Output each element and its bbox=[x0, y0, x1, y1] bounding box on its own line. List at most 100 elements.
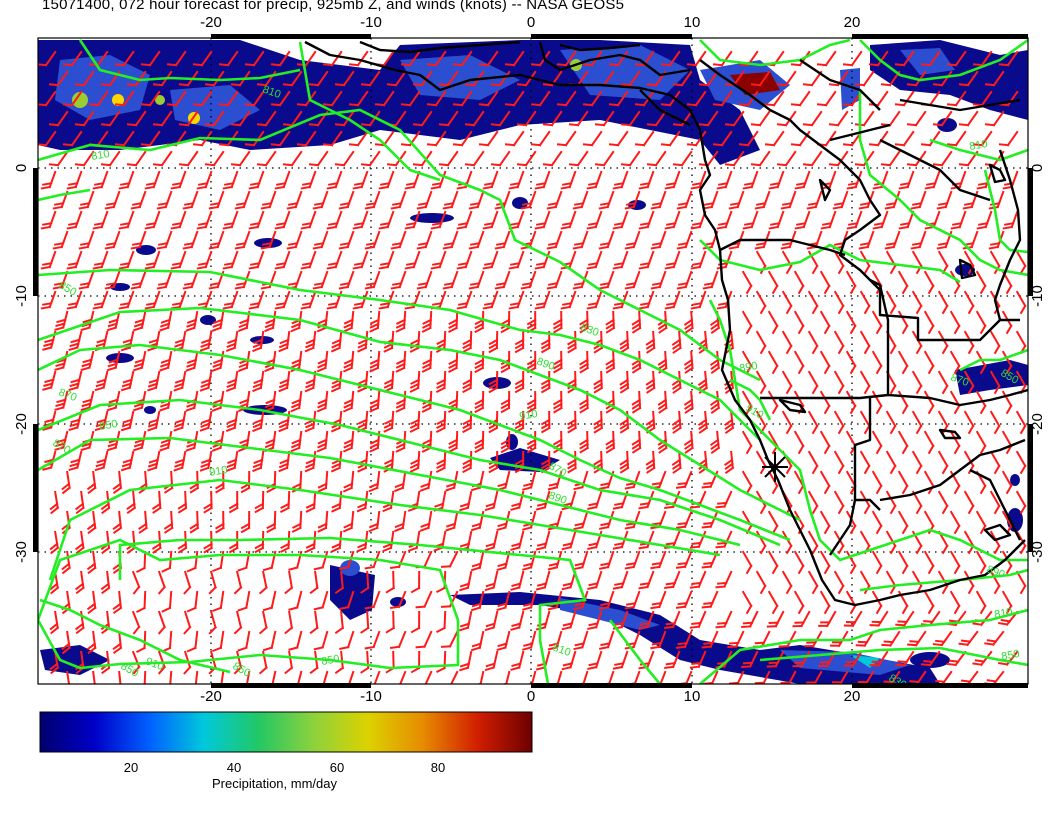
wind-barb bbox=[833, 490, 845, 515]
wind-barb bbox=[859, 330, 871, 355]
wind-barb bbox=[490, 150, 511, 167]
wind-barb bbox=[484, 490, 499, 512]
wind-barb bbox=[430, 250, 447, 270]
wind-barb bbox=[593, 370, 604, 394]
wind-barb bbox=[698, 70, 719, 87]
wind-barb bbox=[258, 610, 268, 635]
wind-barb bbox=[459, 610, 473, 632]
wind-barb bbox=[664, 210, 681, 230]
lon-tick-label: 20 bbox=[844, 688, 861, 705]
wind-barb bbox=[157, 570, 166, 595]
wind-barb bbox=[582, 90, 603, 107]
wind-barb bbox=[508, 290, 525, 310]
wind-barb bbox=[470, 550, 485, 572]
wind-barb bbox=[920, 130, 941, 147]
wind-barb bbox=[975, 390, 987, 415]
wind-barb bbox=[100, 110, 121, 127]
wind-barb bbox=[972, 50, 993, 67]
wind-barb bbox=[199, 450, 213, 472]
wind-barb bbox=[768, 170, 785, 190]
wind-barb bbox=[156, 190, 173, 210]
wind-barb bbox=[672, 150, 693, 167]
wind-barb bbox=[843, 650, 863, 668]
wind-barb bbox=[638, 250, 655, 270]
wind-barb bbox=[664, 170, 681, 190]
wind-barb bbox=[871, 350, 883, 375]
wind-barb bbox=[244, 130, 265, 147]
wind-barb bbox=[88, 90, 109, 107]
wind-barb bbox=[233, 650, 243, 675]
wind-barb bbox=[331, 490, 343, 513]
wind-barb bbox=[228, 490, 239, 514]
wind-barb bbox=[897, 430, 909, 455]
wind-barb bbox=[963, 290, 975, 315]
wind-barb bbox=[484, 570, 499, 592]
wind-barb bbox=[308, 70, 329, 87]
wind-barb bbox=[833, 450, 845, 475]
wind-barb bbox=[534, 210, 551, 230]
wind-barb bbox=[252, 330, 265, 353]
wind-barb bbox=[189, 470, 200, 494]
wind-barb bbox=[161, 590, 173, 613]
wind-barb bbox=[819, 550, 831, 575]
wind-barb bbox=[738, 90, 759, 107]
wind-barb bbox=[619, 450, 630, 474]
wind-barb bbox=[112, 670, 122, 684]
wind-barb bbox=[833, 530, 845, 555]
wind-barb bbox=[348, 50, 369, 67]
wind-barb bbox=[397, 670, 407, 684]
wind-barb bbox=[534, 170, 551, 190]
contour-label: 890 bbox=[985, 564, 1006, 582]
wind-barb bbox=[68, 450, 83, 472]
wind-barb bbox=[38, 50, 57, 67]
wind-barb bbox=[144, 290, 161, 310]
wind-barb bbox=[182, 270, 199, 290]
wind-barb bbox=[456, 290, 473, 310]
wind-barb bbox=[234, 190, 251, 210]
wind-barb bbox=[911, 370, 923, 395]
wind-barb bbox=[709, 310, 721, 334]
wind-barb bbox=[130, 230, 147, 250]
wind-barb bbox=[360, 150, 381, 167]
wind-barb bbox=[660, 50, 681, 67]
wind-barb bbox=[885, 450, 897, 475]
wind-barb bbox=[620, 70, 641, 87]
wind-barb bbox=[74, 110, 95, 127]
wind-barb bbox=[395, 350, 407, 373]
wind-barb bbox=[352, 210, 369, 230]
wind-barb bbox=[390, 230, 407, 250]
wind-barb bbox=[278, 330, 291, 353]
wind-barb bbox=[724, 450, 735, 474]
wind-barb bbox=[946, 130, 967, 147]
wind-barb bbox=[897, 550, 909, 575]
wind-barb bbox=[212, 630, 225, 653]
wind-barb bbox=[484, 530, 499, 552]
wind-barb bbox=[173, 410, 187, 432]
wind-barb bbox=[104, 270, 121, 290]
wind-barb bbox=[742, 210, 759, 230]
wind-barb bbox=[764, 130, 785, 147]
wind-barb bbox=[715, 570, 733, 589]
wind-barb bbox=[724, 150, 745, 167]
wind-barb bbox=[819, 350, 831, 375]
wind-barb bbox=[793, 430, 805, 455]
wind-barb bbox=[556, 50, 577, 67]
wind-barb bbox=[316, 350, 329, 373]
contour-label: 910 bbox=[144, 656, 165, 674]
wind-barbs bbox=[38, 50, 1027, 684]
wind-barb bbox=[240, 510, 251, 534]
wind-barb bbox=[114, 90, 135, 107]
wind-barb bbox=[664, 650, 681, 670]
wind-barb bbox=[764, 90, 785, 107]
wind-barb bbox=[741, 470, 753, 495]
wind-barb bbox=[793, 350, 805, 375]
wind-barb bbox=[741, 430, 753, 455]
wind-barb bbox=[807, 530, 819, 555]
wind-barb bbox=[819, 510, 831, 535]
wind-barb bbox=[416, 270, 433, 290]
wind-barb bbox=[440, 550, 459, 568]
wind-barb bbox=[92, 290, 109, 310]
wind-barb bbox=[1001, 590, 1013, 615]
wind-barb bbox=[118, 170, 135, 190]
wind-barb bbox=[598, 630, 615, 650]
